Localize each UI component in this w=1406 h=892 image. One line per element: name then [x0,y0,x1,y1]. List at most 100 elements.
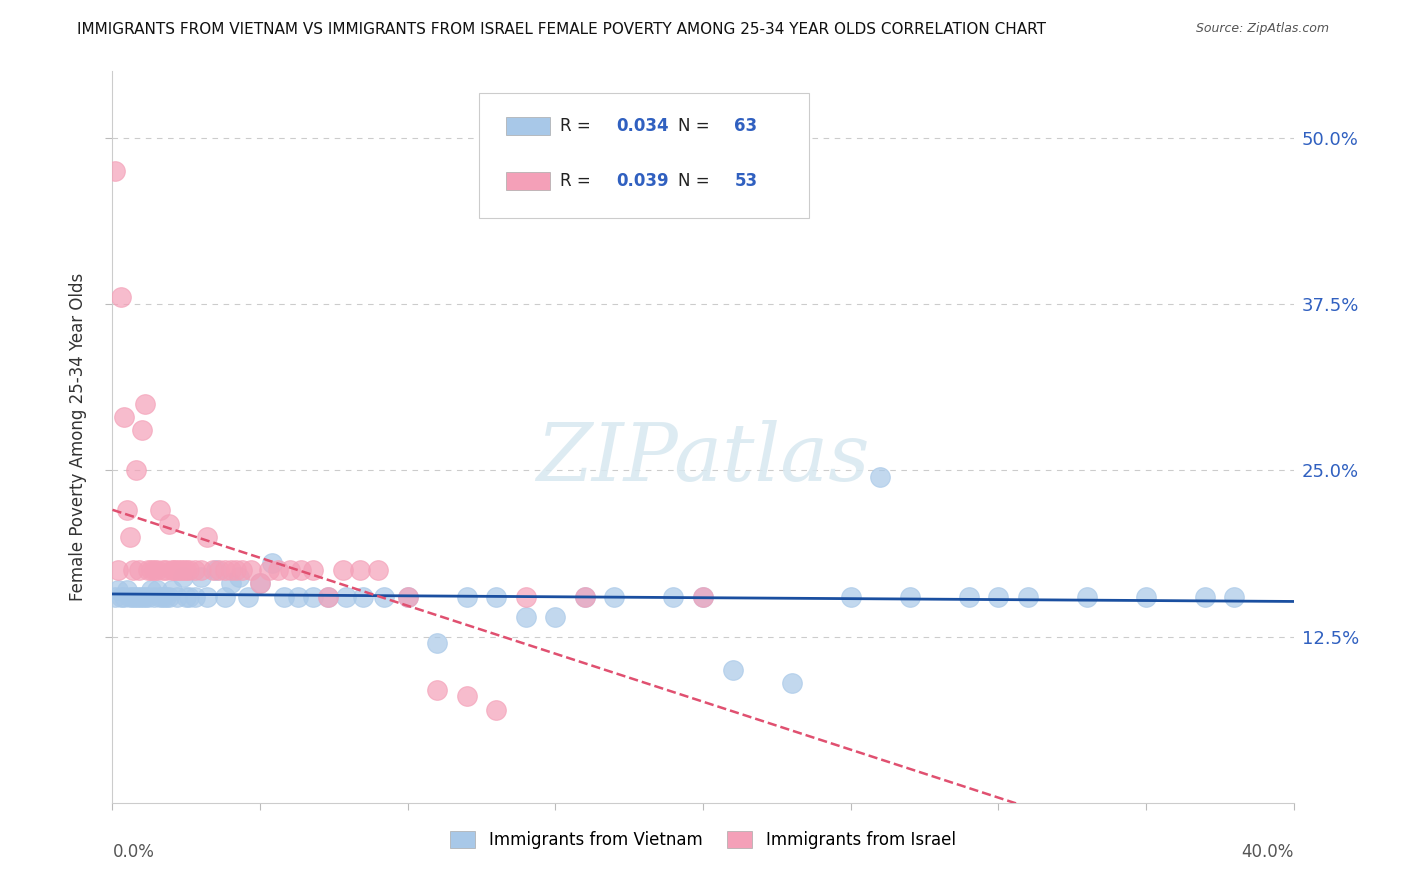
Point [201,563,224,577]
FancyBboxPatch shape [506,117,550,136]
Text: R =: R = [560,117,596,136]
Legend: Immigrants from Vietnam, Immigrants from Israel: Immigrants from Vietnam, Immigrants from… [450,831,956,849]
Text: 53: 53 [734,172,758,190]
Point [302,590,325,604]
Text: N =: N = [678,172,714,190]
Point [231,563,253,577]
Point [120,530,142,544]
Point [160,582,183,597]
Point [110,590,132,604]
Point [574,590,596,604]
Point [662,590,685,604]
Point [332,563,354,577]
Text: 0.034: 0.034 [616,117,669,136]
Point [131,590,153,604]
Point [122,590,145,604]
Point [373,590,395,604]
Point [166,590,188,604]
Point [142,563,165,577]
Point [290,563,312,577]
Point [128,590,150,604]
Point [120,590,142,604]
Point [352,590,374,604]
Point [122,563,145,577]
Point [155,563,177,577]
Point [139,563,162,577]
Point [214,563,236,577]
Point [225,563,247,577]
Text: 0.0%: 0.0% [112,843,155,861]
Point [839,590,862,604]
Point [544,609,567,624]
Point [1135,590,1157,604]
Point [456,590,478,604]
Point [117,503,138,517]
Point [146,563,169,577]
Point [367,563,389,577]
Point [267,563,290,577]
Point [195,590,218,604]
Point [125,590,148,604]
Point [152,590,174,604]
Point [136,563,159,577]
Point [134,397,156,411]
Point [157,516,180,531]
Point [112,410,135,425]
Point [208,563,231,577]
Point [249,576,271,591]
Point [149,503,172,517]
Point [721,663,744,677]
Point [260,557,283,571]
Point [1194,590,1216,604]
Point [1076,590,1098,604]
Point [160,563,183,577]
Text: IMMIGRANTS FROM VIETNAM VS IMMIGRANTS FROM ISRAEL FEMALE POVERTY AMONG 25-34 YEA: IMMIGRANTS FROM VIETNAM VS IMMIGRANTS FR… [77,22,1046,37]
Point [426,682,449,697]
Text: Source: ZipAtlas.com: Source: ZipAtlas.com [1195,22,1329,36]
Point [1223,590,1246,604]
Point [219,576,242,591]
Text: N =: N = [678,117,714,136]
Point [139,582,162,597]
Point [228,570,250,584]
Point [107,563,129,577]
Point [174,590,197,604]
Point [179,590,201,604]
Text: 0.039: 0.039 [616,172,669,190]
Point [107,582,129,597]
Point [273,590,295,604]
Point [172,563,194,577]
Point [1017,590,1039,604]
Point [898,590,921,604]
Text: 40.0%: 40.0% [1241,843,1294,861]
FancyBboxPatch shape [506,172,550,190]
Point [172,570,194,584]
Point [316,590,339,604]
Point [134,590,156,604]
Point [603,590,626,604]
Point [174,563,197,577]
Point [957,590,980,604]
Point [190,570,212,584]
Text: ZIPatlas: ZIPatlas [536,420,870,498]
Point [692,590,714,604]
Point [485,590,508,604]
Point [574,590,596,604]
Point [780,676,803,690]
Point [287,590,309,604]
Point [238,590,260,604]
Point [152,563,174,577]
Point [302,563,325,577]
Point [205,563,228,577]
Point [128,563,150,577]
Point [155,590,177,604]
Text: 63: 63 [734,117,758,136]
Point [157,590,180,604]
Point [349,563,371,577]
Y-axis label: Female Poverty Among 25-34 Year Olds: Female Poverty Among 25-34 Year Olds [69,273,87,601]
Point [396,590,419,604]
Point [692,590,714,604]
Point [987,590,1010,604]
Point [456,690,478,704]
Point [515,609,537,624]
